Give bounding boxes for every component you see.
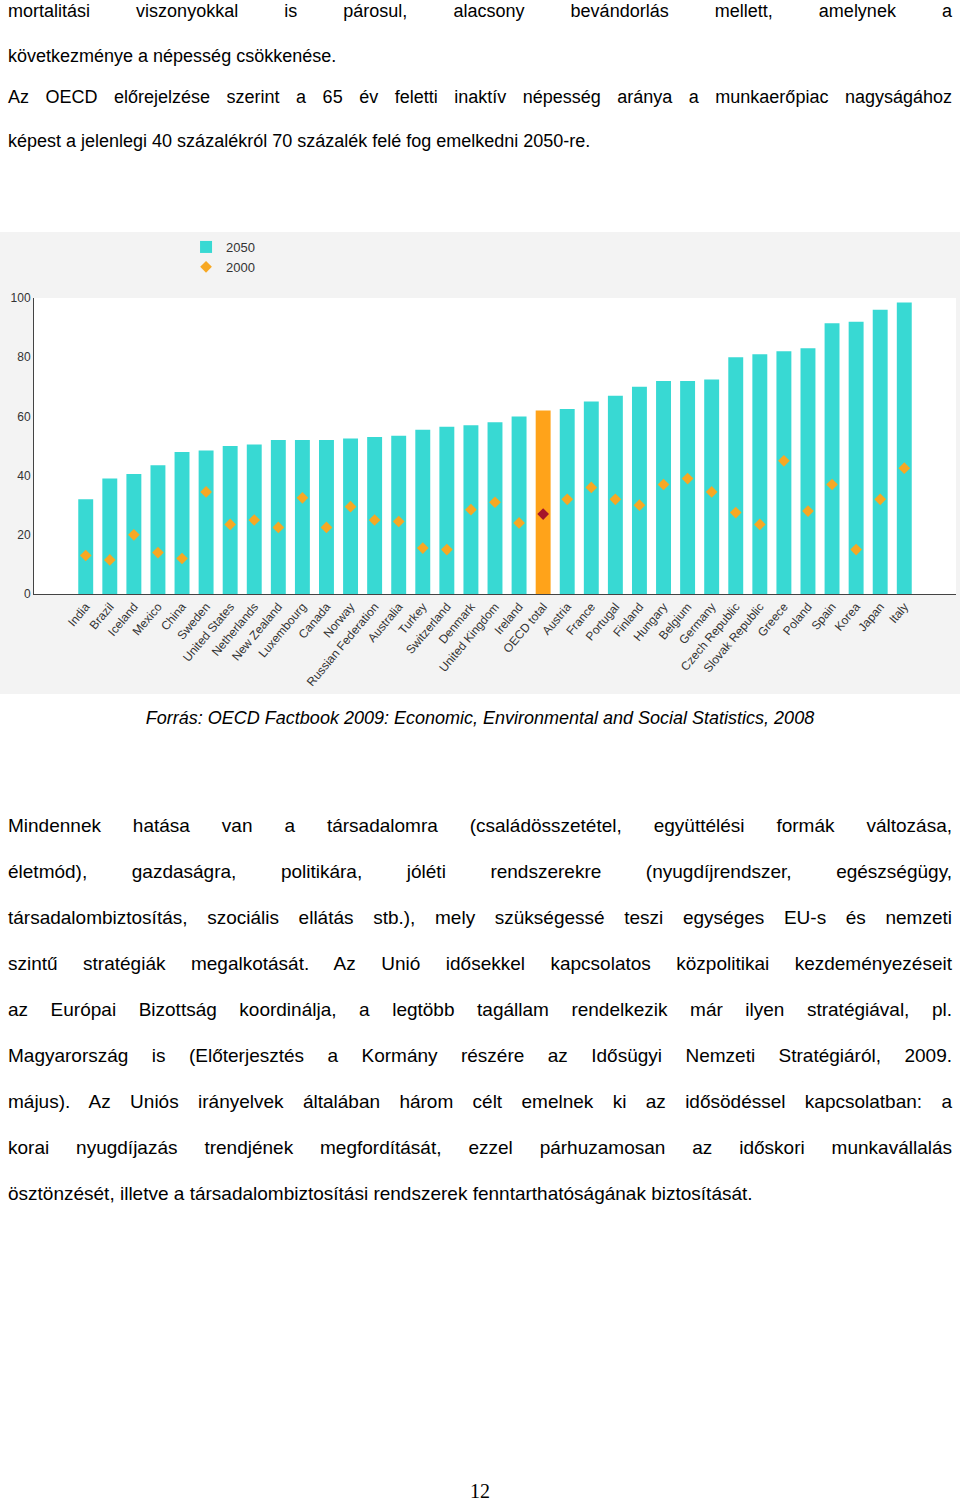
svg-text:Netherlands: Netherlands	[209, 600, 261, 659]
svg-text:Denmark: Denmark	[436, 599, 479, 646]
svg-text:20: 20	[17, 528, 31, 542]
svg-text:Switzerland: Switzerland	[403, 600, 454, 657]
svg-text:Luxembourg: Luxembourg	[256, 600, 310, 660]
svg-text:Greece: Greece	[755, 600, 791, 639]
html-text:Forrás: OECD Factbook 2009: Ec: Forrás: OECD Factbook 2009: Economic, En…	[145, 708, 815, 728]
svg-text:Canada: Canada	[296, 600, 334, 641]
svg-text:Austria: Austria	[539, 600, 574, 638]
html-text:ösztönzését, illetve a társada: ösztönzését, illetve a társadalombiztosí…	[8, 1183, 753, 1204]
svg-text:Poland: Poland	[780, 600, 815, 638]
svg-text:Sweden: Sweden	[174, 600, 213, 642]
html-text:12: 12	[470, 1480, 490, 1502]
html-text:következménye a népesség csökk: következménye a népesség csökkenése.	[8, 46, 337, 66]
svg-text:United States: United States	[180, 600, 237, 664]
svg-text:China: China	[158, 600, 189, 633]
html-text:mortalitási viszonyokkal is pá: mortalitási viszonyokkal is párosul, ala…	[8, 1, 952, 21]
html-text:szintű stratégiák megalkotását: szintű stratégiák megalkotását. Az Unió …	[8, 953, 952, 974]
svg-text:Hungary: Hungary	[631, 600, 671, 644]
svg-text:2000: 2000	[226, 260, 255, 275]
svg-text:Russian Federation: Russian Federation	[304, 600, 382, 689]
svg-text:Japan: Japan	[855, 600, 887, 634]
svg-text:2050: 2050	[226, 240, 255, 255]
svg-text:OECD total: OECD total	[500, 600, 550, 655]
html-text:Az OECD előrejelzése szerint a: Az OECD előrejelzése szerint a 65 év fel…	[8, 87, 952, 107]
svg-text:Iceland: Iceland	[105, 600, 141, 639]
svg-text:Germany: Germany	[676, 600, 718, 647]
html-text:képest a jelenlegi 40 százalék: képest a jelenlegi 40 százalékról 70 szá…	[8, 131, 591, 151]
svg-text:India: India	[65, 600, 93, 629]
html-text:az Európai Bizottság koordinál: az Európai Bizottság koordinálja, a legt…	[8, 999, 952, 1020]
svg-text:Belgium: Belgium	[656, 600, 695, 642]
html-text:Magyarország is (Előterjesztés: Magyarország is (Előterjesztés a Kormány…	[8, 1045, 952, 1066]
svg-text:Korea: Korea	[832, 600, 864, 634]
svg-text:New Zealand: New Zealand	[229, 600, 285, 663]
svg-text:0: 0	[24, 587, 31, 601]
svg-text:80: 80	[17, 350, 31, 364]
svg-text:Norway: Norway	[321, 600, 358, 640]
svg-text:France: France	[563, 600, 598, 638]
svg-text:Slovak Republic: Slovak Republic	[701, 600, 767, 675]
svg-text:United Kingdom: United Kingdom	[436, 600, 502, 674]
svg-text:100: 100	[11, 291, 31, 305]
svg-text:Czech Republic: Czech Republic	[678, 600, 743, 673]
svg-text:Portugal: Portugal	[583, 600, 622, 643]
html-text:május). Az Uniós irányelvek ál: május). Az Uniós irányelvek általában há…	[8, 1091, 952, 1112]
html-text:Mindennek hatása van a társada: Mindennek hatása van a társadalomra (csa…	[8, 815, 952, 836]
svg-text:Brazil: Brazil	[87, 600, 117, 632]
svg-text:Spain: Spain	[808, 600, 838, 633]
svg-text:60: 60	[17, 410, 31, 424]
svg-text:Turkey: Turkey	[396, 600, 430, 637]
html-text:társadalombiztosítás, szociáli: társadalombiztosítás, szociális ellátás …	[8, 907, 952, 928]
svg-text:Mexico: Mexico	[130, 600, 165, 638]
svg-text:Ireland: Ireland	[492, 600, 526, 637]
svg-text:Finland: Finland	[610, 600, 646, 639]
svg-text:Australia: Australia	[365, 600, 406, 645]
html-text:korai nyugdíjazás trendjének m: korai nyugdíjazás trendjének megfordítás…	[8, 1137, 952, 1158]
html-text:életmód), gazdaságra, politiká: életmód), gazdaságra, politikára, jóléti…	[8, 861, 952, 882]
svg-text:Italy: Italy	[886, 600, 911, 626]
svg-text:40: 40	[17, 469, 31, 483]
